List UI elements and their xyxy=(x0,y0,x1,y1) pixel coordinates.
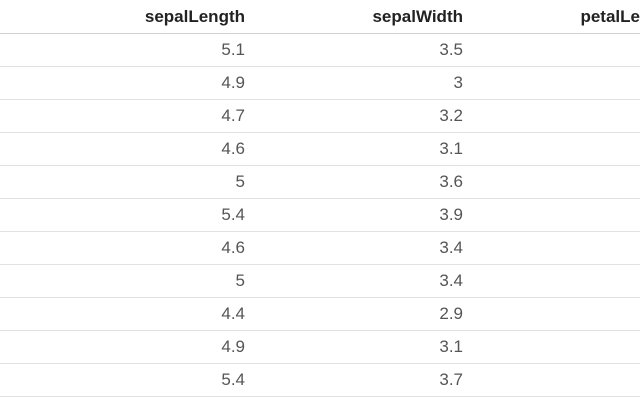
table-cell: 3.4 xyxy=(439,271,463,290)
column-header: petalLe xyxy=(580,7,640,26)
table-cell: 4.4 xyxy=(221,304,245,323)
column-header: sepalWidth xyxy=(372,7,463,26)
table-cell: 4.9 xyxy=(221,337,245,356)
table-cell: 2.9 xyxy=(439,304,463,323)
row-divider xyxy=(0,297,640,298)
row-divider xyxy=(0,231,640,232)
table-cell: 3.9 xyxy=(439,205,463,224)
table-cell: 3.1 xyxy=(439,139,463,158)
row-divider xyxy=(0,363,640,364)
table-cell: 3.5 xyxy=(439,40,463,59)
table-cell: 3.1 xyxy=(439,337,463,356)
table-cell: 5.4 xyxy=(221,370,245,389)
table-cell: 5.4 xyxy=(221,205,245,224)
table-cell: 4.6 xyxy=(221,238,245,257)
row-divider xyxy=(0,264,640,265)
row-divider xyxy=(0,198,640,199)
table-cell: 3.7 xyxy=(439,370,463,389)
table-cell: 5 xyxy=(235,172,245,191)
column-header: sepalLength xyxy=(144,7,245,26)
table-cell: 3 xyxy=(453,73,463,92)
table-cell: 3.6 xyxy=(439,172,463,191)
table-cell: 5.1 xyxy=(221,40,245,59)
table-cell: 4.9 xyxy=(221,73,245,92)
row-divider xyxy=(0,66,640,67)
table-cell: 4.7 xyxy=(221,106,245,125)
table-cell: 5 xyxy=(235,271,245,290)
row-divider xyxy=(0,132,640,133)
row-divider xyxy=(0,165,640,166)
table-cell: 4.6 xyxy=(221,139,245,158)
row-divider xyxy=(0,330,640,331)
row-divider xyxy=(0,396,640,397)
table-cell: 3.4 xyxy=(439,238,463,257)
header-divider xyxy=(0,33,640,34)
row-divider xyxy=(0,99,640,100)
table-cell: 3.2 xyxy=(439,106,463,125)
